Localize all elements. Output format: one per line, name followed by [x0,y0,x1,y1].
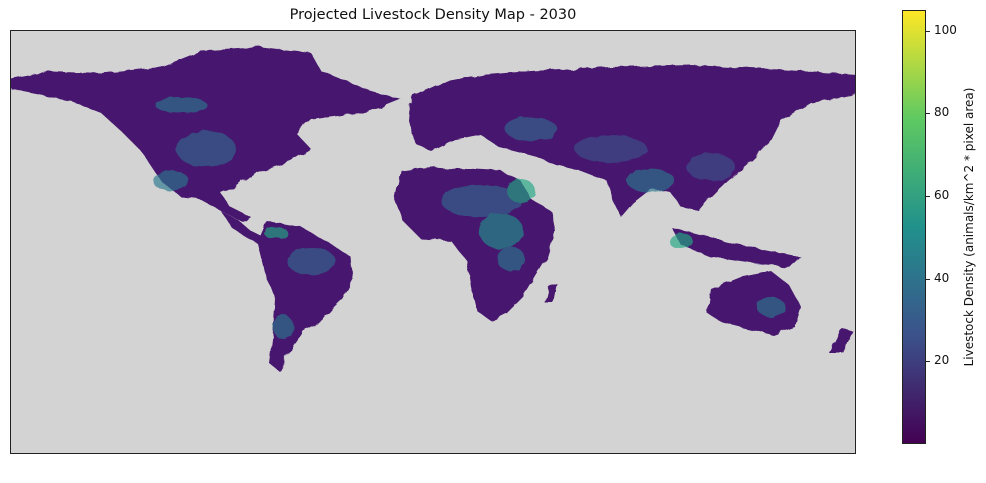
british-isles [409,97,423,119]
arctic-islands [161,55,291,81]
colorbar-tick-label: 40 [934,270,950,285]
map-title: Projected Livestock Density Map - 2030 [289,7,577,23]
colorbar [902,10,926,444]
colorbar-tick-label: 100 [934,22,957,37]
world-density-map [11,47,855,371]
colorbar-ticks: 20 40 60 80 100 [926,10,966,444]
central-america [221,211,267,243]
colorbar-tick-label: 20 [934,353,950,368]
australia [707,271,801,335]
colorbar-tick-label: 80 [934,105,950,120]
new-zealand [829,327,853,353]
south-america [257,221,353,371]
map-panel [10,30,856,454]
colorbar-tick-label: 60 [934,188,950,202]
southeast-asia-islands [671,227,801,267]
madagascar [545,283,557,303]
